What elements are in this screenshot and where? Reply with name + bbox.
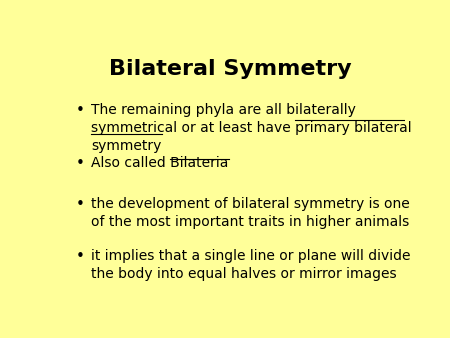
Text: •: • xyxy=(76,249,84,264)
Text: the development of bilateral symmetry is one
of the most important traits in hig: the development of bilateral symmetry is… xyxy=(91,197,410,228)
Text: •: • xyxy=(76,156,84,171)
Text: •: • xyxy=(76,103,84,118)
Text: Also called Bilateria: Also called Bilateria xyxy=(91,156,229,170)
Text: The remaining phyla are all bilaterally
symmetrical or at least have primary bil: The remaining phyla are all bilaterally … xyxy=(91,103,412,153)
Text: it implies that a single line or plane will divide
the body into equal halves or: it implies that a single line or plane w… xyxy=(91,249,410,281)
Text: Bilateral Symmetry: Bilateral Symmetry xyxy=(109,59,352,79)
Text: •: • xyxy=(76,197,84,212)
